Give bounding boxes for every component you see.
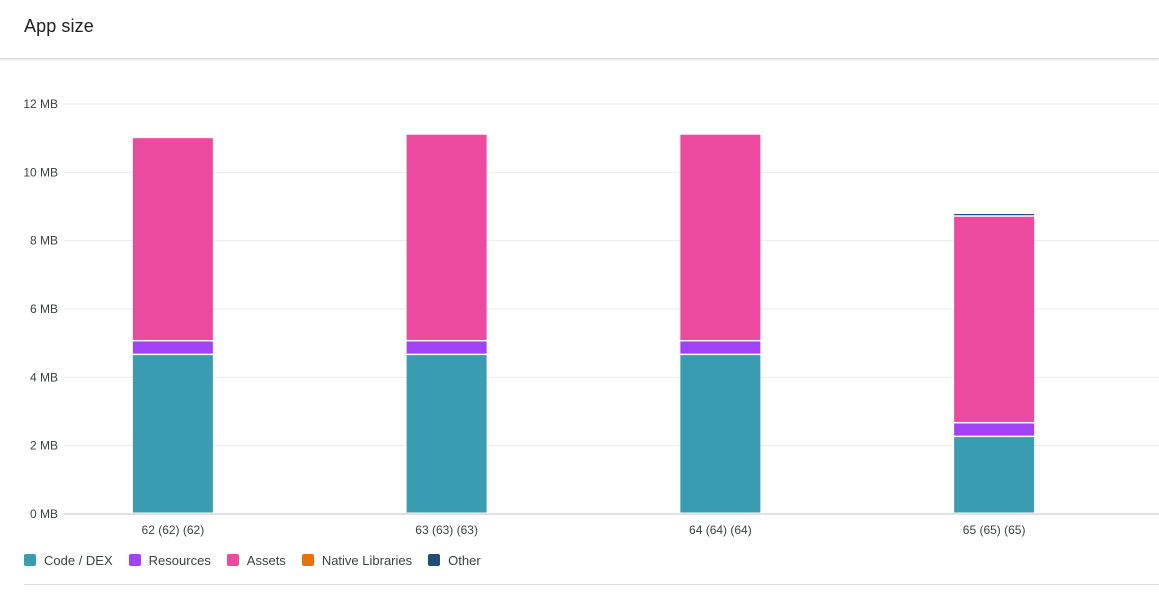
bar-segment-code-dex[interactable] [954, 437, 1035, 513]
y-tick-label: 10 MB [23, 165, 58, 179]
chart-legend: Code / DEX Resources Assets Native Librarie… [24, 551, 497, 569]
y-tick-label: 8 MB [30, 234, 58, 248]
legend-label: Resources [148, 552, 211, 568]
legend-item-code-dex[interactable]: Code / DEX [24, 553, 113, 568]
y-tick-label: 0 MB [30, 507, 58, 521]
y-tick-label: 4 MB [30, 370, 58, 384]
x-tick-label: 62 (62) (62) [142, 523, 205, 537]
bar-segment-code-dex[interactable] [132, 355, 213, 513]
footer-divider [24, 584, 1159, 585]
legend-label: Other [448, 552, 481, 568]
bar-segment-code-dex[interactable] [406, 355, 487, 513]
legend-label: Assets [246, 552, 286, 568]
y-tick-label: 2 MB [30, 439, 58, 453]
bar-segment-other[interactable] [954, 214, 1035, 216]
bar-segment-assets[interactable] [954, 216, 1035, 422]
legend-swatch [226, 554, 239, 566]
bar-segment-resources[interactable] [132, 341, 213, 354]
y-tick-label: 6 MB [30, 302, 58, 316]
bar-segment-resources[interactable] [406, 341, 487, 354]
bar-segment-assets[interactable] [680, 134, 761, 340]
x-tick-label: 64 (64) (64) [689, 523, 752, 537]
legend-item-other[interactable]: Other [428, 553, 481, 568]
bar-segment-assets[interactable] [406, 134, 487, 340]
card-header: App size [0, 0, 1159, 59]
legend-item-resources[interactable]: Resources [128, 552, 211, 568]
bar-segment-assets[interactable] [132, 138, 213, 340]
bar-segment-code-dex[interactable] [680, 355, 761, 513]
legend-item-assets[interactable]: Assets [226, 552, 286, 568]
card-title: App size [24, 16, 94, 36]
legend-label: Native Libraries [321, 552, 413, 568]
legend-swatch [428, 554, 441, 566]
bar-segment-resources[interactable] [954, 423, 1035, 436]
legend-swatch [24, 554, 36, 566]
bar-segment-resources[interactable] [680, 341, 761, 354]
legend-label: Code / DEX [44, 552, 113, 568]
legend-swatch [301, 554, 314, 566]
legend-item-native-libraries[interactable]: Native Libraries [301, 552, 413, 568]
legend-swatch [128, 554, 141, 566]
x-tick-label: 63 (63) (63) [415, 523, 478, 537]
app-size-chart: 0 MB 2 MB 4 MB 6 MB 8 MB 10 MB 12 MB 62 (62) (6… [23, 97, 1159, 537]
y-tick-label: 12 MB [23, 97, 58, 111]
x-tick-label: 65 (65) (65) [963, 523, 1026, 537]
